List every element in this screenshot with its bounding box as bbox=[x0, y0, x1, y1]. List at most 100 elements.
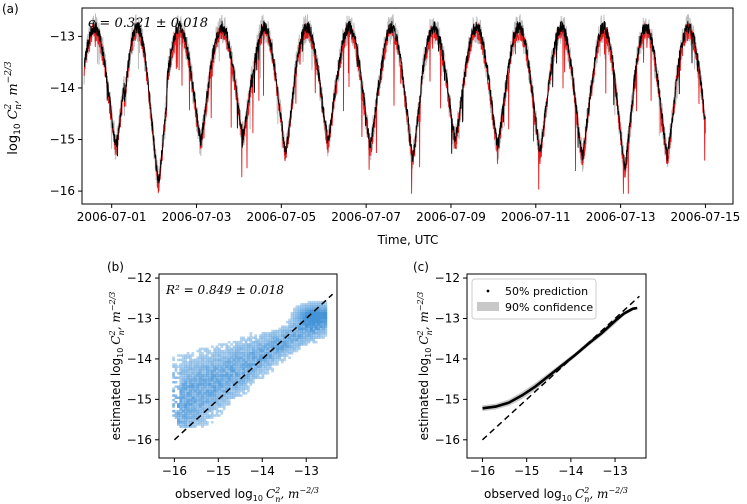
heatmap-cell bbox=[310, 305, 313, 308]
heatmap-cell bbox=[213, 372, 216, 375]
heatmap-cell bbox=[191, 401, 195, 404]
plot-frame-b bbox=[158, 273, 338, 459]
heatmap-cell bbox=[222, 343, 226, 346]
heatmap-cell bbox=[300, 340, 303, 344]
heatmap-cell bbox=[300, 334, 303, 337]
heatmap-cell bbox=[215, 385, 219, 388]
heatmap-cell bbox=[189, 396, 192, 399]
heatmap-cell bbox=[307, 327, 311, 331]
heatmap-cell bbox=[244, 356, 248, 359]
heatmap-cell bbox=[293, 338, 296, 342]
heatmap-cell bbox=[261, 340, 265, 344]
heatmap-cell bbox=[254, 367, 258, 371]
heatmap-cell bbox=[218, 367, 221, 371]
heatmap-cell bbox=[290, 347, 294, 351]
heatmap-cell bbox=[186, 387, 190, 391]
heatmap-cell bbox=[208, 414, 212, 417]
heatmap-cell bbox=[210, 389, 214, 393]
heatmap-cell bbox=[198, 392, 202, 395]
heatmap-cell bbox=[227, 347, 231, 351]
svg-text:estimated log10C2n, m−2/3: estimated log10C2n, m−2/3 bbox=[108, 292, 126, 441]
heatmap-cell bbox=[252, 367, 255, 371]
heatmap-cell bbox=[319, 329, 323, 333]
heatmap-cell bbox=[181, 414, 185, 417]
heatmap-cell bbox=[271, 352, 274, 355]
y-label-unit-sup: −2/3 bbox=[4, 61, 14, 83]
heatmap-cell bbox=[172, 372, 175, 375]
heatmap-cell bbox=[307, 305, 311, 308]
heatmap-cell bbox=[266, 338, 270, 342]
heatmap-cell bbox=[237, 392, 241, 395]
heatmap-cell bbox=[271, 345, 274, 348]
heatmap-cell bbox=[266, 358, 270, 362]
legend-label-confidence: 90% confidence bbox=[505, 301, 593, 314]
heatmap-cell bbox=[196, 358, 200, 362]
heatmap-cell bbox=[312, 318, 316, 322]
heatmap-cell bbox=[208, 387, 212, 391]
heatmap-cell bbox=[283, 329, 287, 333]
heatmap-cell bbox=[295, 309, 299, 313]
heatmap-cell bbox=[283, 352, 287, 355]
heatmap-cell bbox=[271, 332, 274, 335]
heatmap-cell bbox=[293, 307, 296, 311]
heatmap-cell bbox=[322, 320, 325, 324]
heatmap-cell bbox=[252, 352, 255, 355]
heatmap-cell bbox=[210, 374, 214, 377]
heatmap-cell bbox=[285, 332, 289, 335]
heatmap-cell bbox=[189, 372, 192, 375]
heatmap-cell bbox=[196, 376, 200, 379]
heatmap-cell bbox=[227, 389, 231, 393]
heatmap-cell bbox=[295, 349, 299, 353]
heatmap-cell bbox=[220, 392, 224, 395]
heatmap-cell bbox=[264, 332, 267, 335]
heatmap-cell bbox=[290, 320, 294, 324]
heatmap-cell bbox=[174, 401, 178, 404]
heatmap-cell bbox=[252, 343, 255, 346]
heatmap-cell bbox=[213, 365, 216, 368]
heatmap-cell bbox=[206, 401, 209, 404]
heatmap-cell bbox=[239, 345, 243, 348]
heatmap-cell bbox=[227, 401, 231, 404]
heatmap-cell bbox=[242, 360, 245, 364]
heatmap-cell bbox=[208, 367, 212, 371]
heatmap-cell bbox=[271, 358, 274, 362]
heatmap-cell bbox=[276, 336, 279, 339]
heatmap-cell bbox=[213, 396, 216, 399]
heatmap-cell bbox=[317, 307, 320, 311]
heatmap-cell bbox=[297, 336, 301, 339]
heatmap-cell bbox=[312, 327, 316, 331]
heatmap-cell bbox=[198, 387, 202, 391]
heatmap-cell bbox=[218, 349, 221, 353]
heatmap-cell bbox=[213, 387, 216, 391]
heatmap-cell bbox=[249, 374, 253, 377]
heatmap-cell bbox=[237, 349, 241, 353]
heatmap-cell bbox=[208, 378, 212, 382]
y-tick-label: −15 bbox=[435, 392, 460, 406]
heatmap-cell bbox=[312, 323, 316, 326]
heatmap-cell bbox=[193, 363, 197, 366]
heatmap-cell bbox=[247, 336, 250, 339]
heatmap-cell bbox=[302, 340, 306, 344]
heatmap-cell bbox=[264, 369, 267, 373]
heatmap-cell bbox=[177, 387, 180, 391]
heatmap-cell bbox=[220, 378, 224, 382]
heatmap-cell bbox=[210, 365, 214, 368]
heatmap-cell bbox=[249, 360, 253, 364]
heatmap-cell bbox=[237, 343, 241, 346]
heatmap-cell bbox=[172, 356, 175, 359]
heatmap-cell bbox=[208, 374, 212, 377]
heatmap-cell bbox=[174, 365, 178, 368]
heatmap-cell bbox=[206, 376, 209, 379]
heatmap-cell bbox=[244, 392, 248, 395]
heatmap-cell bbox=[218, 360, 221, 364]
heatmap-cell bbox=[198, 356, 202, 359]
heatmap-cell bbox=[206, 347, 209, 351]
heatmap-cell bbox=[184, 367, 187, 371]
heatmap-cell bbox=[242, 352, 245, 355]
heatmap-cell bbox=[288, 334, 291, 337]
heatmap-cell bbox=[186, 360, 190, 364]
heatmap-cell bbox=[215, 345, 219, 348]
heatmap-cell bbox=[237, 385, 241, 388]
heatmap-cell bbox=[189, 387, 192, 391]
heatmap-cell bbox=[179, 374, 183, 377]
